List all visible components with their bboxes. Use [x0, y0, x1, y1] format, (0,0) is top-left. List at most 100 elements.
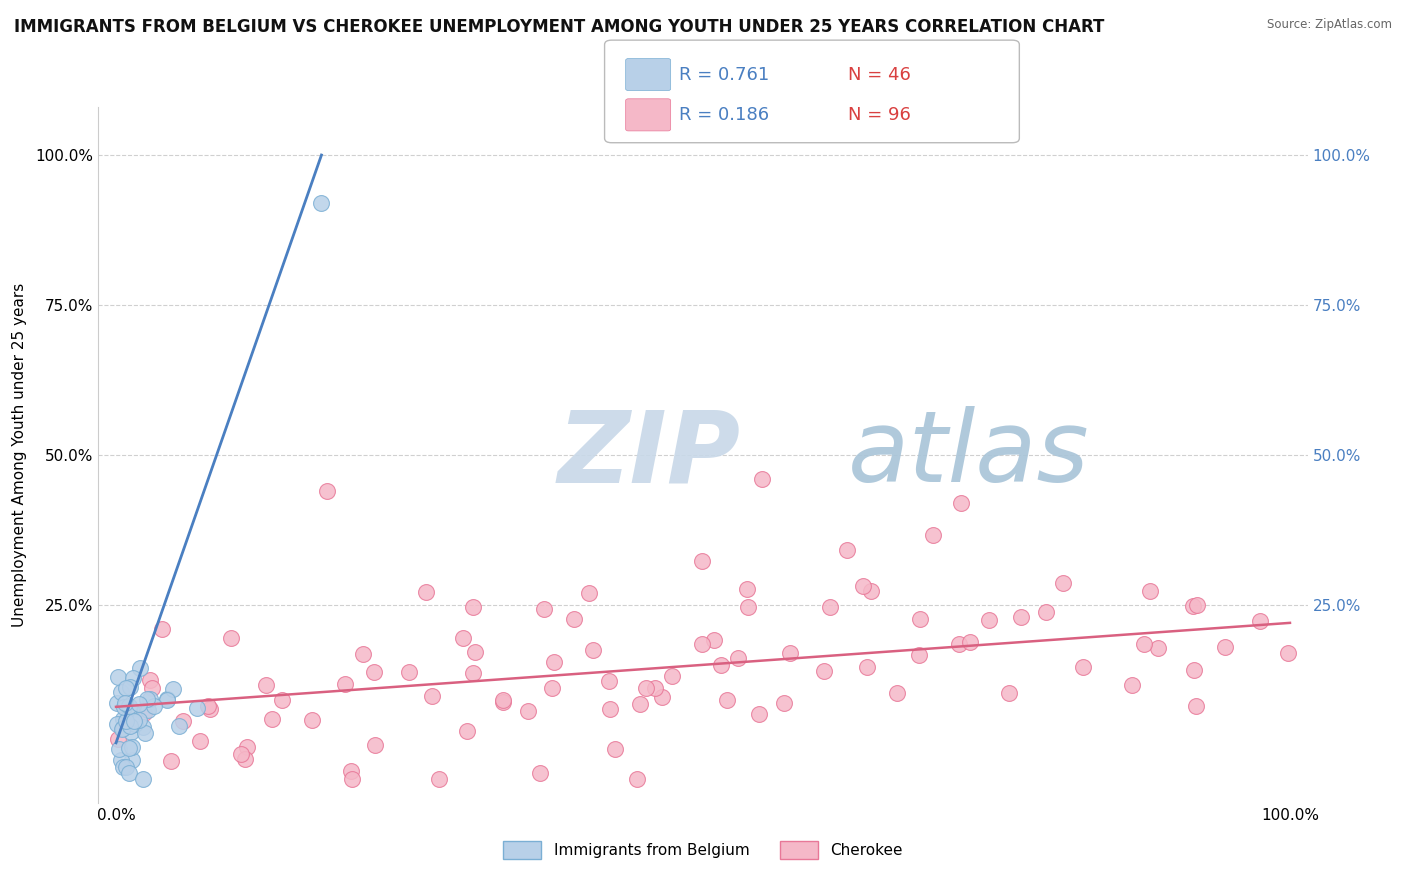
- Point: [156, 693, 179, 707]
- Point: [644, 681, 666, 696]
- Point: [748, 707, 770, 722]
- Point: [271, 693, 294, 707]
- Point: [301, 713, 323, 727]
- Point: [1215, 640, 1237, 654]
- Point: [115, 714, 138, 728]
- Point: [340, 764, 363, 779]
- Point: [1133, 637, 1156, 651]
- Point: [118, 765, 141, 780]
- Point: [1182, 664, 1205, 678]
- Point: [1182, 599, 1205, 613]
- Point: [162, 681, 184, 696]
- Point: [908, 612, 931, 626]
- Point: [197, 699, 219, 714]
- Point: [582, 642, 605, 657]
- Point: [859, 583, 882, 598]
- Point: [111, 713, 134, 727]
- Point: [1277, 646, 1299, 660]
- Point: [463, 666, 485, 681]
- Point: [661, 669, 683, 683]
- Point: [529, 765, 551, 780]
- Point: [107, 732, 129, 747]
- Text: R = 0.761: R = 0.761: [679, 66, 769, 84]
- Text: atlas: atlas: [848, 407, 1090, 503]
- Point: [886, 685, 908, 699]
- Point: [533, 602, 555, 616]
- Point: [121, 671, 143, 685]
- Point: [260, 712, 283, 726]
- Point: [114, 760, 136, 774]
- Point: [1185, 699, 1208, 714]
- Point: [136, 703, 159, 717]
- Point: [172, 714, 194, 728]
- Y-axis label: Unemployment Among Youth under 25 years: Unemployment Among Youth under 25 years: [13, 283, 27, 627]
- Point: [703, 633, 725, 648]
- Point: [129, 660, 152, 674]
- Point: [1010, 610, 1032, 624]
- Point: [143, 698, 166, 713]
- Point: [492, 695, 515, 709]
- Point: [517, 704, 540, 718]
- Point: [461, 600, 484, 615]
- Text: R = 0.186: R = 0.186: [679, 106, 769, 124]
- Point: [692, 637, 714, 651]
- Point: [1147, 640, 1170, 655]
- Point: [118, 702, 141, 716]
- Point: [120, 703, 142, 717]
- Point: [128, 713, 150, 727]
- Point: [564, 612, 586, 626]
- Point: [427, 772, 450, 786]
- Point: [605, 742, 627, 756]
- Point: [236, 740, 259, 755]
- Point: [464, 645, 486, 659]
- Point: [233, 752, 256, 766]
- Point: [751, 472, 773, 486]
- Point: [948, 637, 970, 651]
- Point: [813, 664, 835, 678]
- Point: [120, 701, 142, 715]
- Point: [118, 680, 141, 694]
- Point: [541, 681, 564, 695]
- Point: [107, 716, 129, 731]
- Point: [110, 722, 132, 736]
- Point: [105, 696, 128, 710]
- Point: [316, 483, 339, 498]
- Point: [818, 599, 841, 614]
- Point: [118, 698, 141, 713]
- Point: [111, 760, 134, 774]
- Point: [169, 719, 191, 733]
- Point: [977, 613, 1000, 627]
- Point: [139, 691, 162, 706]
- Point: [1035, 606, 1057, 620]
- Point: [710, 658, 733, 673]
- Point: [156, 691, 179, 706]
- Point: [415, 585, 437, 599]
- Text: IMMIGRANTS FROM BELGIUM VS CHEROKEE UNEMPLOYMENT AMONG YOUTH UNDER 25 YEARS CORR: IMMIGRANTS FROM BELGIUM VS CHEROKEE UNEM…: [14, 18, 1105, 36]
- Point: [114, 696, 136, 710]
- Point: [121, 739, 143, 754]
- Text: ZIP: ZIP: [558, 407, 741, 503]
- Point: [120, 719, 142, 733]
- Point: [1071, 660, 1094, 674]
- Point: [219, 631, 242, 645]
- Point: [110, 685, 132, 699]
- Point: [651, 690, 673, 705]
- Point: [107, 670, 129, 684]
- Point: [959, 635, 981, 649]
- Point: [311, 196, 333, 211]
- Point: [108, 742, 131, 756]
- Point: [115, 714, 138, 728]
- Point: [716, 693, 738, 707]
- Point: [118, 741, 141, 756]
- Point: [492, 692, 515, 706]
- Point: [921, 528, 943, 542]
- Point: [335, 677, 357, 691]
- Point: [598, 673, 620, 688]
- Point: [352, 647, 374, 661]
- Point: [543, 655, 565, 669]
- Point: [231, 747, 253, 761]
- Point: [1121, 677, 1143, 691]
- Point: [578, 586, 600, 600]
- Point: [121, 753, 143, 767]
- Point: [1249, 614, 1271, 628]
